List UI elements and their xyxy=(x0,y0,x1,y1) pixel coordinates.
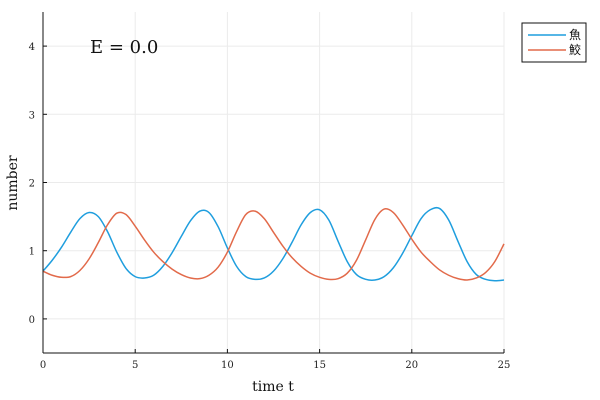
legend-label-shark: 鮫 xyxy=(569,42,581,57)
y-axis-label: number xyxy=(5,155,21,211)
grid xyxy=(42,12,505,353)
x-tick-label: 15 xyxy=(313,360,326,371)
legend-label-fish: 魚 xyxy=(569,28,581,42)
x-tick-label: 10 xyxy=(221,360,234,371)
x-tick-label: 0 xyxy=(40,360,46,371)
series-layer xyxy=(42,206,505,282)
y-tick-label: 2 xyxy=(29,179,35,190)
legend-box xyxy=(521,22,587,63)
series-line-1 xyxy=(42,208,505,281)
x-tick-label: 20 xyxy=(405,360,418,371)
series-line-0 xyxy=(42,206,505,282)
x-tick-label: 25 xyxy=(498,360,511,371)
x-axis-label: time t xyxy=(252,379,294,395)
x-tick-label: 5 xyxy=(132,360,138,371)
annotation: E = 0.0 xyxy=(90,37,158,58)
legend: 魚 鮫 xyxy=(521,22,587,63)
y-tick-label: 4 xyxy=(29,42,35,53)
y-tick-label: 0 xyxy=(29,315,35,326)
ticks: 0 5 10 15 20 25 0 1 2 3 4 xyxy=(29,42,511,371)
y-tick-label: 3 xyxy=(29,110,35,121)
y-tick-label: 1 xyxy=(29,247,35,258)
